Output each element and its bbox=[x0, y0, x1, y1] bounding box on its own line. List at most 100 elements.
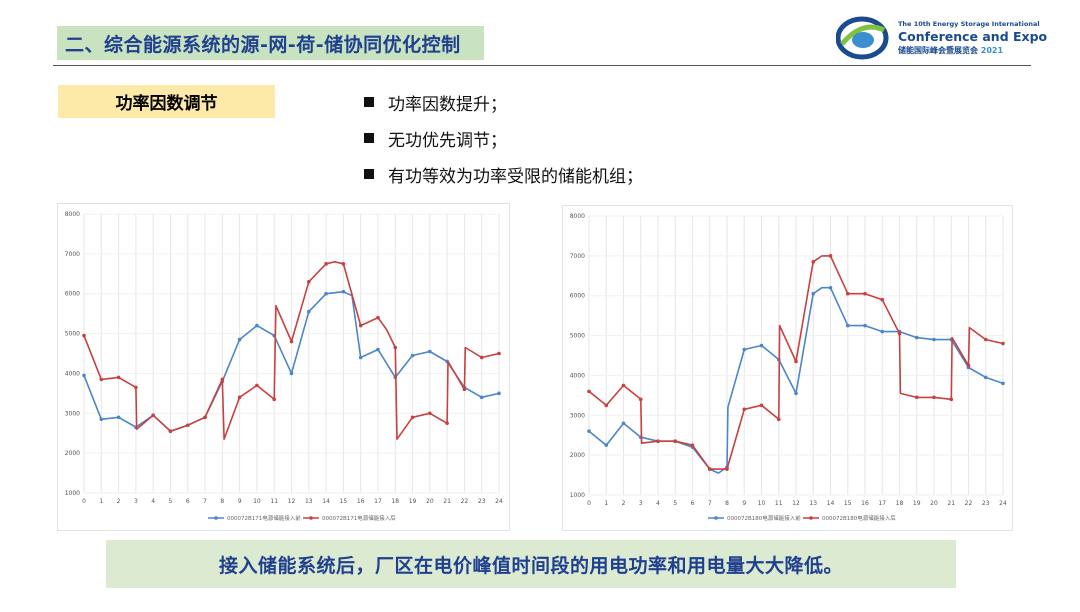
data-point bbox=[845, 323, 850, 328]
bullet-list: 功率因数提升； 无功优先调节； 有功等效为功率受限的储能机组； bbox=[364, 84, 643, 192]
data-point bbox=[237, 395, 242, 400]
x-tick-label: 16 bbox=[861, 500, 869, 507]
y-tick-label: 2000 bbox=[65, 450, 80, 457]
x-tick-label: 6 bbox=[691, 500, 695, 507]
x-tick-label: 19 bbox=[409, 498, 417, 505]
data-point bbox=[116, 415, 121, 420]
data-point bbox=[725, 467, 729, 471]
data-point bbox=[255, 383, 259, 388]
x-tick-label: 7 bbox=[708, 500, 712, 507]
legend-marker bbox=[714, 516, 718, 520]
bullet-item: 有功等效为功率受限的储能机组； bbox=[364, 156, 643, 192]
x-tick-label: 4 bbox=[656, 500, 660, 507]
x-tick-label: 21 bbox=[443, 498, 451, 505]
data-point bbox=[237, 337, 242, 342]
data-point bbox=[811, 260, 816, 264]
chart-right-svg: 0 1 2 3 4 5 6 7 8 9 10 11 12 13 14 15 16 17 18 19 20 21 22 23 24… bbox=[570, 213, 1007, 522]
data-point bbox=[358, 323, 363, 328]
data-point bbox=[587, 429, 591, 434]
x-tick-label: 16 bbox=[357, 498, 365, 505]
data-point bbox=[341, 289, 346, 294]
bullet-text: 功率因数提升； bbox=[388, 94, 507, 115]
data-point bbox=[376, 315, 380, 320]
data-point bbox=[673, 439, 678, 443]
chart-left-svg: 0 1 2 3 4 5 6 7 8 9 10 11 12 13 14 15 16 17 18 19 20 21 22 23 24… bbox=[65, 211, 503, 522]
data-point bbox=[845, 291, 850, 296]
data-point bbox=[410, 353, 415, 358]
slide-title: 二、综合能源系统的源-网-荷-储协同优化控制 bbox=[65, 33, 461, 56]
data-point bbox=[759, 343, 764, 348]
data-point bbox=[604, 443, 609, 447]
data-point bbox=[497, 391, 501, 396]
data-point bbox=[1001, 381, 1005, 386]
data-point bbox=[621, 421, 626, 426]
x-tick-label: 6 bbox=[186, 498, 190, 505]
x-tick-label: 21 bbox=[947, 500, 955, 507]
x-tick-label: 15 bbox=[844, 500, 852, 507]
x-tick-label: 5 bbox=[673, 500, 677, 507]
x-tick-label: 3 bbox=[639, 500, 643, 507]
data-point bbox=[393, 345, 398, 350]
y-tick-label: 3000 bbox=[570, 412, 585, 419]
x-tick-label: 11 bbox=[775, 500, 783, 507]
y-tick-label: 4000 bbox=[65, 370, 80, 377]
section-tag-label: 功率因数调节 bbox=[115, 94, 218, 114]
x-tick-label: 19 bbox=[913, 500, 921, 507]
x-tick-label: 23 bbox=[478, 498, 486, 505]
data-point bbox=[983, 337, 988, 342]
data-point bbox=[151, 413, 155, 418]
x-tick-label: 9 bbox=[238, 498, 242, 505]
data-point bbox=[116, 375, 121, 380]
legend-label: 000072B171电源储能接入前 bbox=[227, 514, 301, 522]
data-point bbox=[306, 309, 311, 314]
x-tick-label: 3 bbox=[134, 498, 138, 505]
data-point bbox=[828, 285, 833, 290]
data-point bbox=[880, 329, 885, 334]
conference-logo-icon bbox=[836, 16, 889, 60]
y-tick-label: 2000 bbox=[570, 452, 585, 459]
data-point bbox=[604, 403, 609, 408]
x-tick-label: 15 bbox=[340, 498, 348, 505]
data-point bbox=[707, 467, 712, 471]
data-point bbox=[203, 415, 207, 420]
y-tick-label: 6000 bbox=[570, 293, 585, 300]
data-point bbox=[863, 291, 867, 296]
x-tick-label: 20 bbox=[426, 498, 434, 505]
data-point bbox=[289, 339, 294, 344]
chart-left: 0 1 2 3 4 5 6 7 8 9 10 11 12 13 14 15 16 17 18 19 20 21 22 23 24… bbox=[57, 203, 510, 531]
data-point bbox=[932, 395, 936, 400]
data-point bbox=[897, 331, 902, 336]
bullet-item: 无功优先调节； bbox=[364, 120, 643, 156]
x-tick-label: 7 bbox=[203, 498, 207, 505]
x-tick-label: 22 bbox=[461, 498, 469, 505]
data-point bbox=[82, 333, 86, 338]
x-tick-label: 18 bbox=[896, 500, 904, 507]
data-point bbox=[949, 397, 954, 402]
section-tag: 功率因数调节 bbox=[58, 85, 275, 118]
data-point bbox=[794, 359, 798, 364]
x-tick-label: 1 bbox=[604, 500, 608, 507]
title-divider bbox=[53, 65, 1031, 66]
conclusion-text: 接入储能系统后，厂区在电价峰值时间段的用电功率和用电量大大降低。 bbox=[218, 554, 843, 577]
x-tick-label: 23 bbox=[982, 500, 990, 507]
data-point bbox=[587, 389, 591, 394]
x-tick-label: 2 bbox=[622, 500, 626, 507]
x-tick-label: 10 bbox=[253, 498, 261, 505]
conference-logo-text: The 10th Energy Storage International Co… bbox=[898, 20, 1047, 56]
chart-right: 0 1 2 3 4 5 6 7 8 9 10 11 12 13 14 15 16 17 18 19 20 21 22 23 24… bbox=[562, 205, 1013, 531]
x-tick-label: 13 bbox=[305, 498, 313, 505]
y-tick-label: 5000 bbox=[65, 331, 80, 338]
data-point bbox=[376, 347, 380, 352]
logo-cn: 储能国际峰会暨展览会 bbox=[898, 46, 978, 55]
x-tick-label: 8 bbox=[725, 500, 729, 507]
logo-line1: The 10th Energy Storage International bbox=[898, 20, 1040, 28]
data-point bbox=[168, 429, 173, 434]
data-point bbox=[690, 443, 695, 447]
data-point bbox=[479, 395, 484, 400]
logo-line3: 储能国际峰会暨展览会 2021 bbox=[898, 45, 1047, 56]
data-point bbox=[410, 415, 415, 420]
data-point bbox=[776, 417, 781, 422]
data-point bbox=[358, 355, 363, 360]
square-bullet-icon bbox=[364, 169, 374, 179]
data-point bbox=[341, 262, 346, 266]
